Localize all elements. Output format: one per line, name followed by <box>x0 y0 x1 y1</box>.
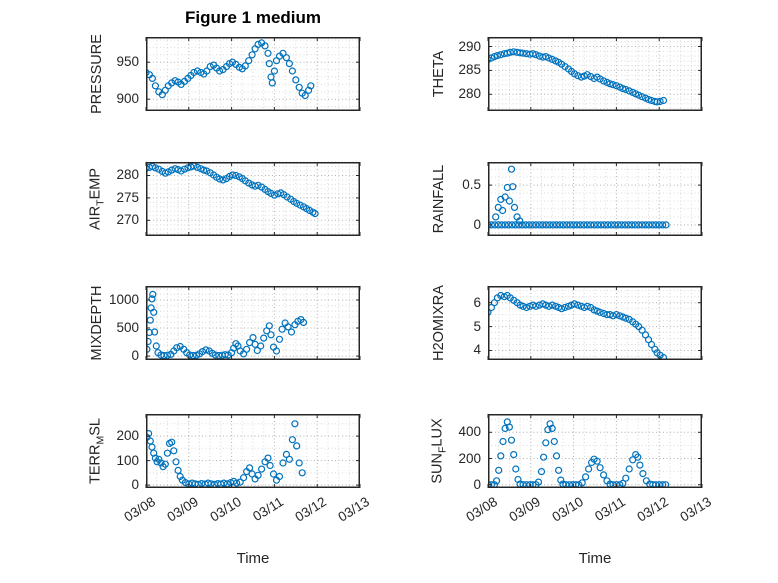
x-axis-label-left: Time <box>236 550 270 567</box>
plot-area-h2omixra <box>487 286 703 360</box>
y-tick-label: 500 <box>116 320 139 336</box>
subplot-terr-msl: 0 100 200 TERRMSL 03/08 03/09 03/10 03/11 03/12 0… <box>88 414 372 525</box>
y-tick-label: 275 <box>116 189 139 205</box>
axes-box <box>488 286 702 360</box>
y-tick-label: 950 <box>116 54 139 70</box>
y-tick-label: 285 <box>458 62 481 78</box>
grid-lines <box>488 286 702 360</box>
y-tick-label: 0 <box>131 477 139 493</box>
grid-lines <box>488 36 702 111</box>
y-tick-label: 100 <box>116 452 139 468</box>
y-axis-label-pressure: PRESSURE <box>89 34 105 114</box>
y-tick-label: 0 <box>473 476 481 492</box>
axes-box <box>488 37 702 111</box>
y-axis-label-rainfall: RAINFALL <box>431 164 447 234</box>
y-axis-label-air-temp: AIRTEMP <box>87 167 107 231</box>
y-tick-label: 0 <box>131 348 139 364</box>
scatter-series-sun-flux <box>488 418 670 488</box>
grid-lines <box>488 162 702 236</box>
subplot-rainfall: 0 0.5 RAINFALL <box>431 162 703 236</box>
plot-area-theta <box>487 36 703 111</box>
y-axis-label-h2omixra: H2OMIXRA <box>431 285 447 361</box>
y-tick-label: 200 <box>116 428 139 444</box>
y-tick-label: 400 <box>458 424 481 440</box>
y-tick-label: 6 <box>473 294 481 310</box>
axes-box <box>146 286 360 360</box>
y-axis-label-sun-flux: SUNFLUX <box>429 418 449 484</box>
y-tick-label: 200 <box>458 450 481 466</box>
y-tick-label: 0.5 <box>462 177 481 193</box>
axes-box <box>488 414 702 488</box>
y-tick-label: 290 <box>458 38 481 54</box>
y-tick-label: 280 <box>116 167 139 183</box>
grid-lines <box>146 286 360 360</box>
scatter-series-pressure <box>146 39 315 100</box>
axes-box <box>488 162 702 236</box>
y-tick-label: 280 <box>458 86 481 102</box>
plot-area-terr-msl <box>145 414 361 488</box>
y-tick-label: 270 <box>116 212 139 228</box>
y-tick-label: 5 <box>473 318 481 334</box>
plot-area-mixdepth <box>145 286 361 360</box>
subplot-sun-flux: 0 200 400 SUNFLUX 03/08 03/09 03/10 03/11 03/12 0… <box>430 414 714 525</box>
y-tick-label: 4 <box>473 342 481 358</box>
scatter-series-theta <box>488 48 668 106</box>
plot-area-sun-flux <box>487 414 703 488</box>
plot-area-pressure <box>145 37 361 111</box>
plot-area-rainfall <box>487 162 703 236</box>
scatter-series-terr-msl <box>146 420 306 488</box>
y-axis-label-theta: THETA <box>431 50 447 98</box>
y-axis-label-mixdepth: MIXDEPTH <box>89 285 105 361</box>
scatter-series-rainfall <box>488 165 670 229</box>
plot-area-air-temp <box>145 161 361 236</box>
axes-box <box>146 414 360 488</box>
subplot-pressure: 900 950 PRESSURE <box>89 34 361 114</box>
y-axis-label-terr-msl: TERRMSL <box>87 418 107 484</box>
subplot-air-temp: 270 275 280 AIRTEMP <box>88 161 361 236</box>
y-tick-label: 0 <box>473 216 481 232</box>
scatter-series-air-temp <box>146 162 319 218</box>
axes-box <box>146 162 360 236</box>
subplot-theta: 280 285 290 THETA <box>431 36 703 111</box>
y-tick-label: 1000 <box>108 292 139 307</box>
axes-box <box>146 37 360 111</box>
scatter-series-mixdepth <box>146 290 308 360</box>
grid-lines <box>146 37 360 111</box>
subplot-mixdepth: 0 500 1000 MIXDEPTH <box>89 286 361 363</box>
y-tick-label: 900 <box>116 91 139 107</box>
x-axis-label-right: Time <box>578 550 612 567</box>
subplot-h2omixra: 4 5 6 H2OMIXRA <box>431 285 703 361</box>
figure-title: Figure 1 medium <box>184 8 322 27</box>
grid-lines <box>146 414 360 488</box>
